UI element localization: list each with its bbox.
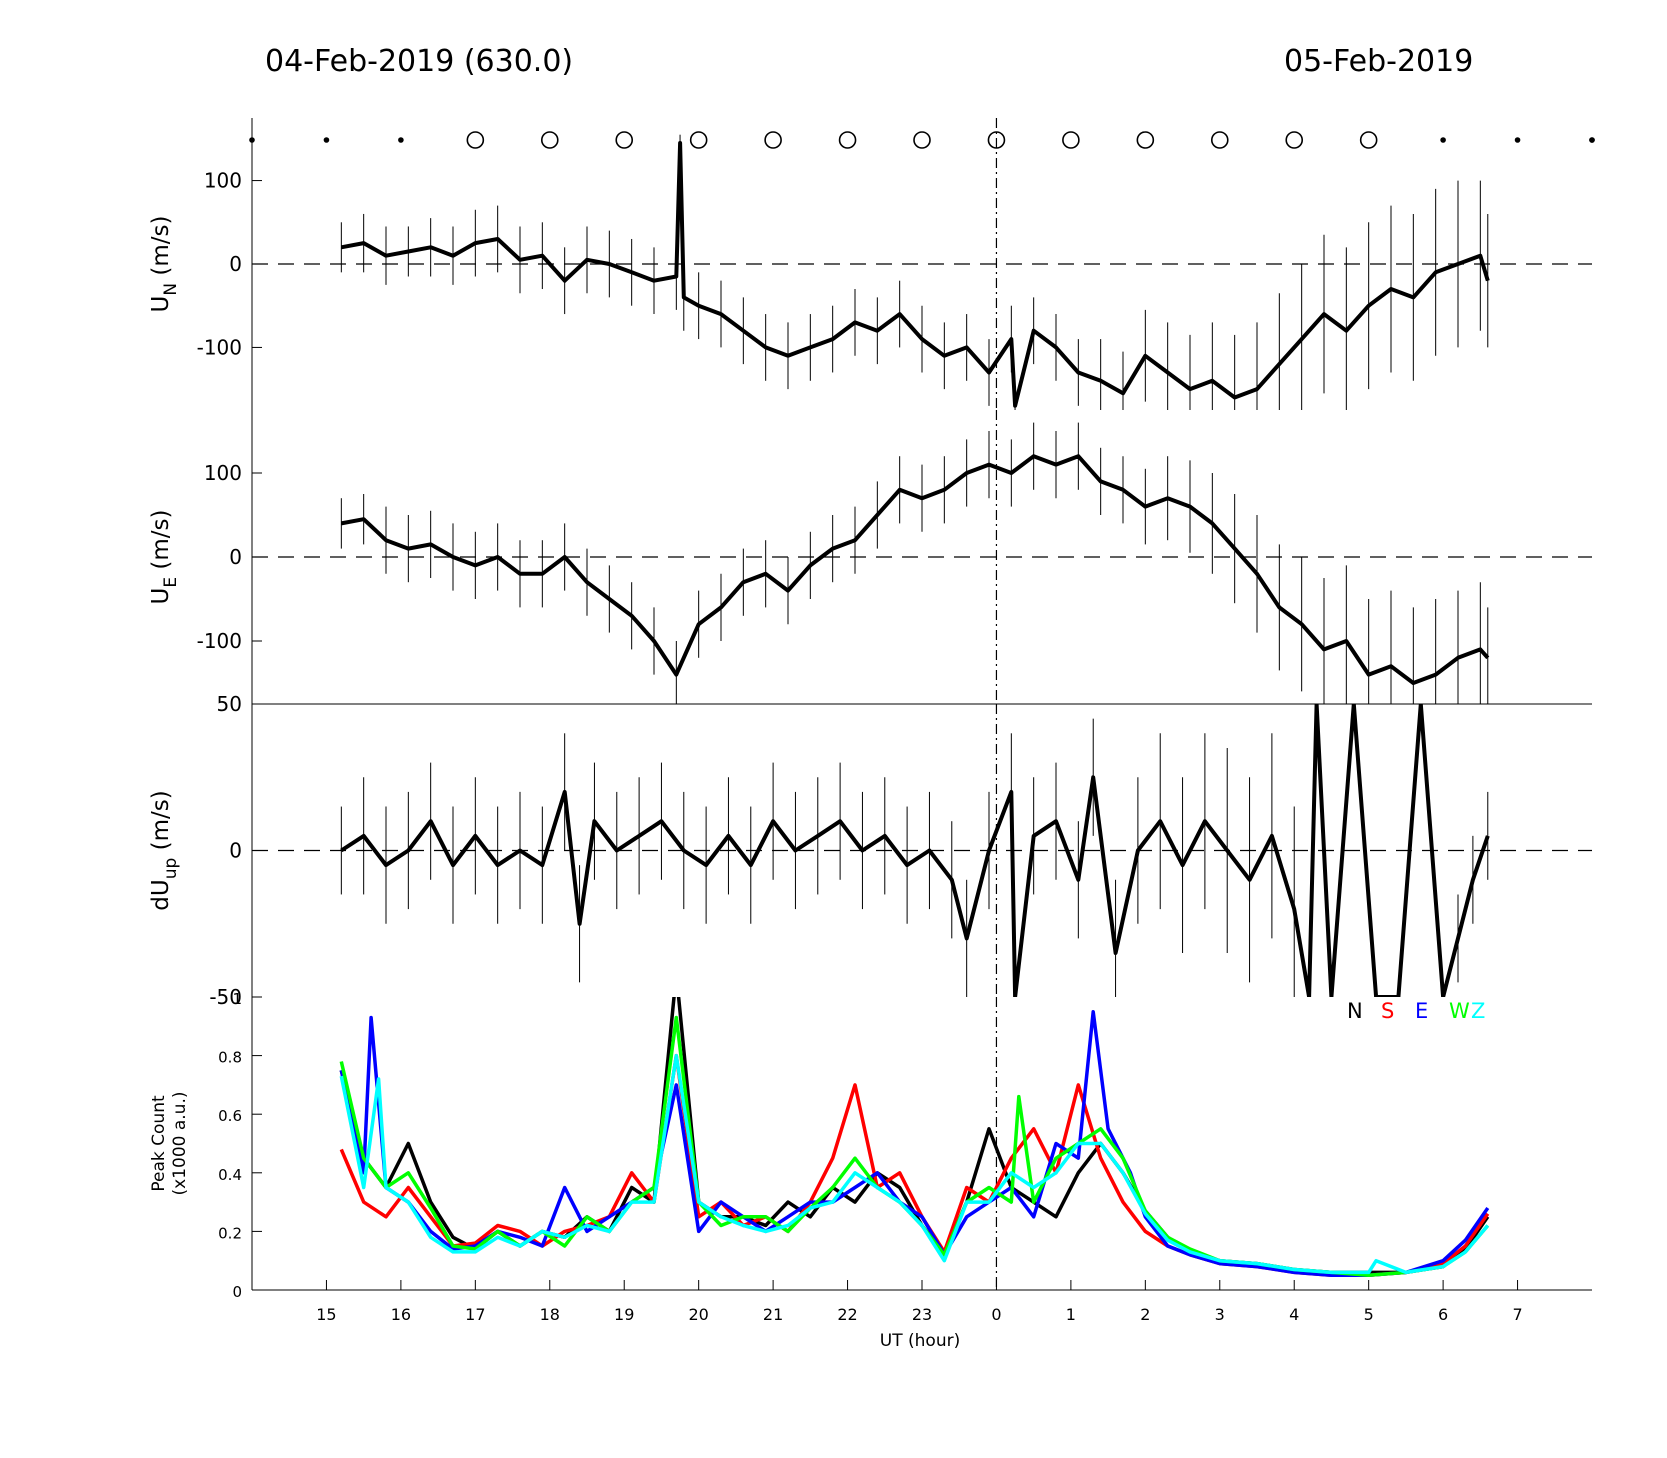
series-line [340,704,1490,997]
y-tick-label: 100 [204,461,242,485]
y-axis-label-sub: E [161,577,181,588]
y-tick-label: 50 [217,692,242,716]
series-group [340,134,1490,410]
sky-marker-dot [398,137,404,143]
x-tick-label: 1 [1066,1305,1076,1324]
sky-marker-circle [615,131,634,149]
y-tick-label: 0.2 [218,1224,242,1242]
sky-marker-circle [838,131,857,149]
x-tick-label: 19 [614,1305,634,1324]
sky-marker-dot [1514,137,1521,143]
x-tick-label: 6 [1438,1305,1448,1324]
sky-marker-circle [466,131,485,149]
legend-item-z: Z [1471,999,1485,1023]
series-group [340,704,1490,997]
x-tick-label: 5 [1364,1305,1374,1324]
sky-marker-dot [1440,137,1446,143]
x-tick-label: 4 [1289,1305,1299,1324]
sky-marker-circle [540,131,559,149]
y-tick-label: 0.6 [218,1107,242,1125]
panel-u-e: 100 0 -100 UE (m/s) [148,410,1592,704]
sky-marker-circle [987,131,1006,149]
legend-item-s: S [1381,999,1394,1023]
sky-marker-circle [1136,131,1155,149]
series-group [339,997,1490,1278]
y-tick-label: 0 [229,839,242,863]
series-line [340,454,1490,685]
y-tick-label: 1 [232,990,242,1008]
y-tick-label: -100 [197,629,242,653]
x-tick-label: 7 [1512,1305,1522,1324]
left-date-title: 04-Feb-2019 (630.0) [265,44,574,79]
x-tick-label: 16 [391,1305,411,1324]
y-axis-label-unit: (m/s) [148,510,174,577]
y-axis-label-sub: up [161,858,181,880]
sky-marker-circle [764,131,782,149]
y-axis-label-main: U [148,296,174,313]
y-tick-label: 0 [229,545,242,569]
y-axis-label-unit: (m/s) [148,216,174,283]
y-axis-label-line1: Peak Count [149,1095,169,1192]
x-tick-label: 22 [837,1305,857,1324]
sky-marker-circle [913,131,931,149]
legend-item-w: W [1449,999,1470,1023]
sky-marker-circle [1210,131,1229,149]
y-tick-label: 0 [232,1283,242,1301]
x-tick-label: 20 [688,1305,708,1324]
series-n-line [339,997,1490,1275]
y-axis-label-line2: (x1000 a.u.) [170,1092,190,1196]
x-tick-label: 15 [316,1305,336,1324]
x-tick-label: 17 [465,1305,485,1324]
series-group [340,422,1490,704]
series-line [340,141,1490,408]
x-tick-label: 3 [1215,1305,1225,1324]
x-tick-label: 0 [991,1305,1001,1324]
y-axis-label-sub: N [161,283,181,296]
y-tick-label: 100 [204,169,242,193]
x-axis-label: UT (hour) [880,1331,960,1351]
y-axis-label-main: U [148,588,174,605]
panel-u-n: 100 0 -100 UN (m/s) [148,118,1595,410]
sky-marker-circle [689,131,708,149]
y-axis-label-unit: (m/s) [148,790,174,857]
y-axis-label: UE (m/s) [148,510,181,605]
y-axis-label: dUup (m/s) [148,790,181,910]
sky-marker-circle [1359,131,1378,149]
y-tick-label: -100 [197,335,242,359]
y-tick-label: 0.4 [218,1166,242,1184]
sky-marker-dot [323,137,330,143]
sky-marker-dot [249,137,255,143]
y-tick-label: 0.8 [218,1049,242,1067]
x-tick-label: 23 [912,1305,932,1324]
right-date-title: 05-Feb-2019 [1284,44,1474,79]
sky-marker-circle [1062,131,1080,149]
sky-marker-circle [1285,131,1304,149]
x-tick-label: 18 [540,1305,560,1324]
x-tick-label: 2 [1140,1305,1150,1324]
y-tick-label: -50 [209,985,242,1009]
y-axis-label: UN (m/s) [148,216,181,313]
panel-du-up: 50 0 -50 dUup (m/s) [148,692,1592,1009]
x-tick-label: 21 [763,1305,783,1324]
y-axis-label-main: dU [148,879,174,910]
series-e-line [339,1009,1490,1278]
series-z-line [339,1053,1490,1275]
legend-item-n: N [1347,999,1363,1023]
legend-item-e: E [1415,999,1428,1023]
sky-marker-dot [1589,137,1595,143]
y-tick-label: 0 [229,252,242,276]
